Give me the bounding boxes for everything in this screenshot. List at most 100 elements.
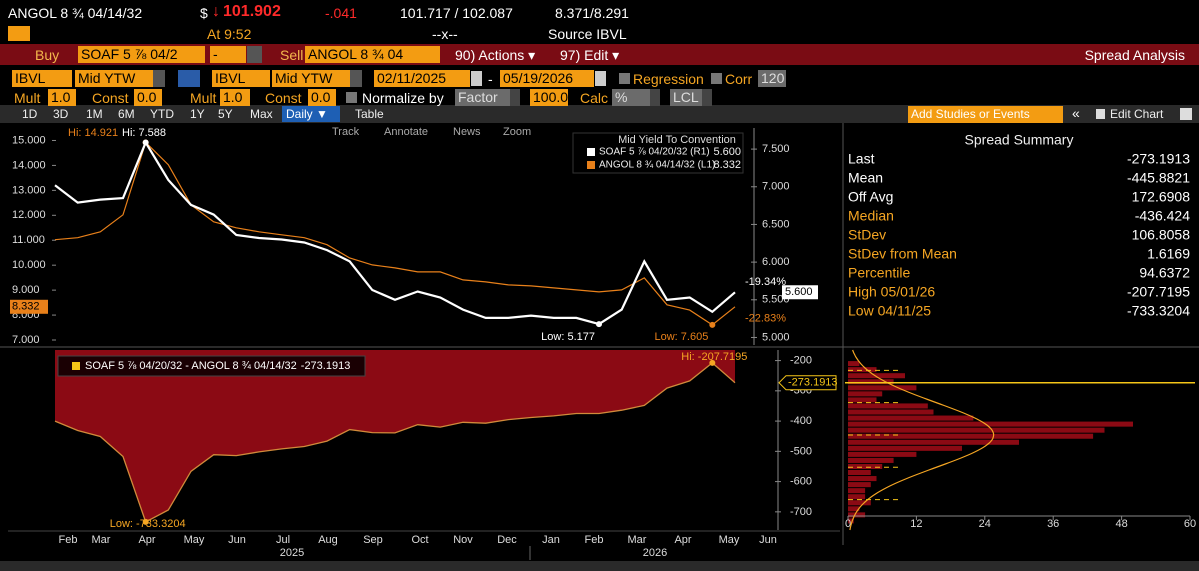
periods[interactable]: 1Y	[190, 107, 205, 121]
checkbox[interactable]	[346, 92, 357, 103]
year-label: 2026	[643, 547, 667, 559]
currency[interactable]: LCL	[670, 89, 702, 106]
low-label: Low: 5.177	[541, 331, 595, 343]
histogram-bar	[848, 391, 883, 397]
x-tick-label: May	[719, 534, 740, 546]
x-tick-label: May	[184, 534, 205, 546]
mult-1[interactable]: 1.0	[48, 89, 76, 106]
summary-value: 106.8058	[1132, 227, 1191, 243]
periods[interactable]: 1D	[22, 107, 38, 121]
field-1[interactable]: Mid YTW	[75, 70, 153, 87]
swap-button[interactable]	[178, 70, 200, 87]
legend-swatch	[587, 161, 595, 169]
dropdown[interactable]	[650, 89, 660, 106]
summary-value: -733.3204	[1127, 303, 1190, 319]
histogram-bar	[848, 482, 871, 488]
start-date[interactable]: 02/11/2025	[374, 70, 470, 87]
calc-method[interactable]: %	[612, 89, 650, 106]
periods[interactable]: YTD	[150, 107, 174, 121]
x-tick-label: 0	[845, 518, 851, 530]
chart-tool[interactable]: Annotate	[384, 126, 428, 138]
actions[interactable]: 90) Actions ▾	[455, 47, 536, 63]
periods[interactable]: 3D	[53, 107, 69, 121]
x-tick-label: 12	[910, 518, 922, 530]
last-tag	[10, 299, 48, 314]
normalize-method[interactable]: Factor	[455, 89, 510, 106]
mult-2[interactable]: 1.0	[220, 89, 250, 106]
normalize: Normalize by	[362, 90, 444, 106]
frequency[interactable]: Daily ▼	[282, 106, 340, 122]
periods[interactable]: 1M	[86, 107, 103, 121]
histogram-bar	[848, 469, 871, 476]
corr-window[interactable]: 120	[758, 70, 786, 87]
x-tick-label: Oct	[411, 534, 428, 546]
buy-side[interactable]: -	[210, 46, 246, 63]
summary-value: -207.7195	[1127, 284, 1190, 300]
legend-swatch	[587, 148, 595, 156]
legend-value: 8.332	[713, 159, 741, 171]
series-line	[54, 141, 736, 326]
source-1[interactable]: IBVL	[12, 70, 72, 87]
pencil-icon[interactable]	[1096, 109, 1105, 119]
periods[interactable]: 6M	[118, 107, 135, 121]
x-tick-label: Apr	[138, 534, 155, 546]
source: Source IBVL	[548, 26, 627, 42]
x-tick-label: Dec	[497, 534, 517, 546]
last-tag-label: 8.332	[12, 301, 40, 313]
source-2[interactable]: IBVL	[212, 70, 270, 87]
end-date[interactable]: 05/19/2026	[500, 70, 594, 87]
y2-tick-label: 5.000	[762, 331, 790, 343]
factor[interactable]: 100.0	[530, 89, 568, 106]
edit[interactable]: 97) Edit ▾	[560, 47, 620, 63]
periods[interactable]: 5Y	[218, 107, 233, 121]
histogram-bar	[848, 409, 934, 415]
dropdown[interactable]	[247, 46, 262, 63]
y2-tick-label: 7.000	[762, 181, 790, 193]
chart-tool[interactable]: Zoom	[503, 126, 531, 138]
histogram-bar	[848, 457, 894, 463]
mid: --x--	[432, 26, 458, 42]
calendar[interactable]	[471, 71, 482, 86]
x-tick-label: Jan	[542, 534, 560, 546]
collapse[interactable]: «	[1072, 105, 1080, 121]
checkbox[interactable]	[711, 73, 722, 84]
gear-icon[interactable]	[1180, 108, 1192, 120]
field-2[interactable]: Mid YTW	[272, 70, 350, 87]
calendar[interactable]	[595, 71, 606, 86]
chart-tool[interactable]: News	[453, 126, 481, 138]
y2-tick-label: 7.500	[762, 143, 790, 155]
const-1[interactable]: 0.0	[134, 89, 162, 106]
summary-label: Off Avg	[848, 189, 893, 205]
table[interactable]: Table	[355, 107, 384, 121]
buy-security[interactable]: SOAF 5 ⅞ 04/2	[78, 46, 205, 63]
x-tick-label: 48	[1115, 518, 1127, 530]
y-tick-label: -600	[790, 476, 812, 488]
summary-value: -436.424	[1135, 208, 1190, 224]
sell: Sell	[280, 47, 304, 63]
histogram-bar	[848, 427, 1105, 433]
const-2[interactable]: 0.0	[308, 89, 336, 106]
chart-tool[interactable]: Track	[332, 126, 360, 138]
periods[interactable]: Max	[250, 107, 273, 121]
security: ANGOL 8 ¾ 04/14/32	[8, 5, 143, 21]
dropdown[interactable]	[350, 70, 362, 87]
y2-tick-label: 6.500	[762, 218, 790, 230]
summary-label: Median	[848, 208, 894, 224]
studies[interactable]: Add Studies or Events	[908, 106, 1063, 123]
bid-ask: 101.717 / 102.087	[400, 5, 513, 21]
currency: $	[200, 5, 208, 21]
edit-chart[interactable]: Edit Chart	[1110, 107, 1164, 121]
histogram-bar	[848, 451, 917, 457]
dropdown[interactable]	[702, 89, 712, 106]
x-tick-label: Feb	[59, 534, 78, 546]
histogram-bar	[848, 361, 860, 367]
summary-value: -445.8821	[1127, 170, 1190, 186]
low-marker	[709, 321, 716, 328]
dropdown[interactable]	[153, 70, 165, 87]
sell-security[interactable]: ANGOL 8 ¾ 04	[305, 46, 440, 63]
price: 101.902	[223, 3, 281, 20]
dropdown[interactable]	[510, 89, 520, 106]
checkbox[interactable]	[619, 73, 630, 84]
legend-value: -273.1913	[301, 360, 351, 372]
y-tick-label: 13.000	[12, 184, 46, 196]
